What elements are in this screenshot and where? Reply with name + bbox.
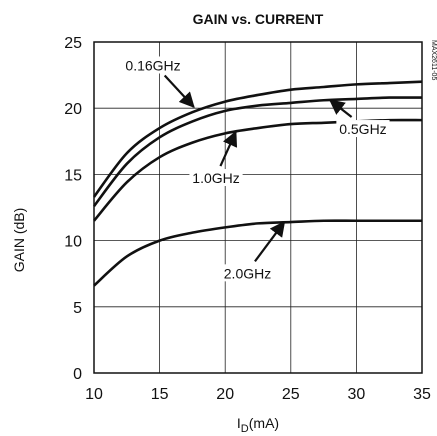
x-tick-label: 25 bbox=[282, 386, 300, 403]
annotation-arrow-0-16ghz bbox=[163, 74, 195, 109]
x-tick-label: 35 bbox=[413, 386, 431, 403]
y-axis-ticks: 0 5 10 15 20 25 bbox=[64, 35, 82, 383]
annotation-label-2-0ghz: 2.0GHz bbox=[224, 265, 271, 281]
series-lines bbox=[92, 80, 423, 287]
annotation-arrow-2-0ghz bbox=[254, 220, 286, 263]
chart-title: GAIN vs. CURRENT bbox=[193, 11, 324, 27]
y-tick-label: 10 bbox=[64, 234, 82, 251]
annotation-label-0-16ghz: 0.16GHz bbox=[125, 57, 180, 73]
annotation-label-0-5ghz: 0.5GHz bbox=[339, 121, 386, 137]
series-annotations: 0.16GHz 0.5GHz 1.0GHz 2.0GHz bbox=[122, 56, 390, 282]
y-tick-label: 15 bbox=[64, 167, 82, 184]
annotation-label-bg-0-5ghz bbox=[336, 120, 390, 138]
series-line-2-0ghz bbox=[93, 219, 422, 287]
annotation-label-1-0ghz: 1.0GHz bbox=[192, 170, 239, 186]
x-axis-label-unit: (mA) bbox=[249, 415, 279, 431]
y-tick-label: 25 bbox=[64, 35, 82, 52]
y-tick-label: 0 bbox=[73, 366, 82, 383]
y-tick-label: 5 bbox=[73, 300, 82, 317]
annotation-label-bg-0-16ghz bbox=[122, 56, 184, 74]
y-tick-label: 20 bbox=[64, 101, 82, 118]
series-line-0-16ghz bbox=[92, 80, 423, 198]
annotation-arrow-0-5ghz bbox=[328, 99, 353, 118]
x-axis-ticks: 10 15 20 25 30 35 bbox=[85, 386, 431, 403]
grid bbox=[94, 42, 422, 373]
figure-id-note: MAX2611-05 bbox=[430, 40, 437, 80]
x-axis-label: ID(mA) bbox=[237, 415, 279, 435]
x-tick-label: 20 bbox=[216, 386, 234, 403]
series-line-0-5ghz bbox=[92, 96, 423, 207]
x-tick-label: 30 bbox=[348, 386, 366, 403]
x-axis-label-subscript: D bbox=[241, 423, 249, 435]
annotation-label-bg-2-0ghz bbox=[220, 264, 275, 282]
x-tick-label: 10 bbox=[85, 386, 103, 403]
x-tick-label: 15 bbox=[151, 386, 169, 403]
x-axis-label-main: I bbox=[237, 415, 241, 431]
plot-frame bbox=[93, 41, 423, 374]
y-axis-label: GAIN (dB) bbox=[11, 208, 27, 273]
annotation-label-bg-1-0ghz bbox=[189, 169, 243, 187]
annotation-arrow-1-0ghz bbox=[219, 130, 238, 167]
